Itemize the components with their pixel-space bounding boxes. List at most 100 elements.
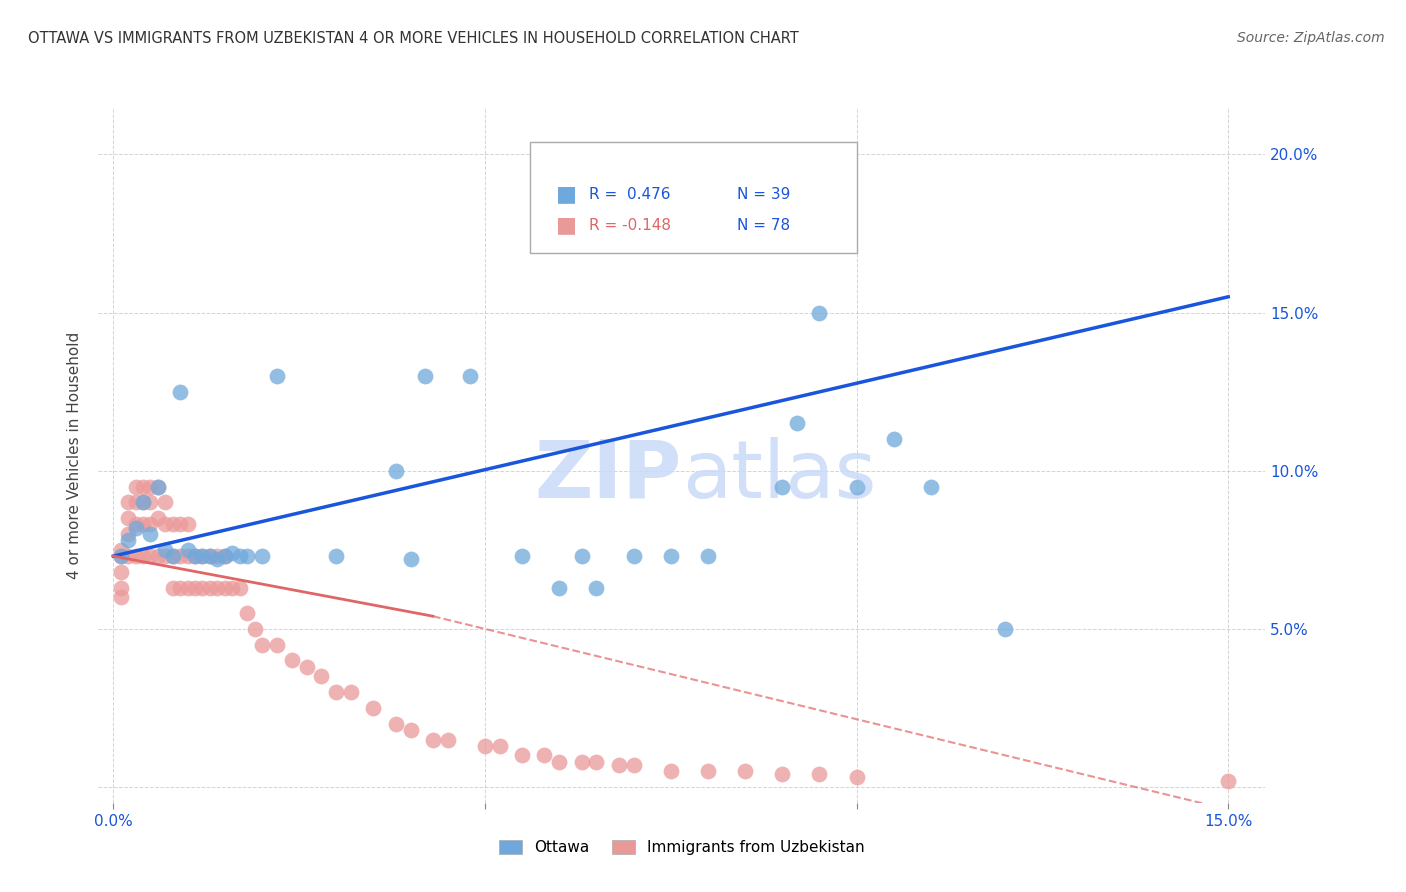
Point bbox=[415, 368, 437, 383]
Point bbox=[198, 549, 221, 563]
Point bbox=[184, 581, 207, 595]
Text: ■: ■ bbox=[555, 184, 576, 204]
Point bbox=[139, 549, 162, 563]
Point bbox=[176, 549, 198, 563]
Point bbox=[607, 757, 630, 772]
Point bbox=[250, 549, 273, 563]
Point bbox=[207, 549, 229, 563]
Point bbox=[124, 549, 146, 563]
Point bbox=[124, 479, 146, 493]
Point bbox=[228, 581, 250, 595]
Point bbox=[169, 581, 191, 595]
Point bbox=[243, 622, 266, 636]
Y-axis label: 4 or more Vehicles in Household: 4 or more Vehicles in Household bbox=[67, 331, 83, 579]
Point bbox=[571, 755, 593, 769]
Point bbox=[845, 771, 868, 785]
Point bbox=[155, 495, 177, 509]
Point bbox=[994, 622, 1017, 636]
Point bbox=[139, 495, 162, 509]
Point bbox=[198, 581, 221, 595]
Point bbox=[117, 495, 139, 509]
Point bbox=[184, 549, 207, 563]
Point bbox=[139, 527, 162, 541]
Point bbox=[162, 549, 184, 563]
Text: Source: ZipAtlas.com: Source: ZipAtlas.com bbox=[1237, 31, 1385, 45]
Point bbox=[221, 581, 243, 595]
Point bbox=[198, 549, 221, 563]
Point bbox=[155, 549, 177, 563]
Point bbox=[363, 701, 385, 715]
Point bbox=[117, 527, 139, 541]
Point bbox=[422, 732, 444, 747]
Point bbox=[191, 549, 214, 563]
Point bbox=[697, 764, 720, 779]
Point bbox=[214, 549, 236, 563]
Point bbox=[124, 517, 146, 532]
Text: R =  0.476: R = 0.476 bbox=[589, 186, 671, 202]
Point bbox=[533, 748, 555, 763]
Point bbox=[176, 542, 198, 557]
Text: ■: ■ bbox=[555, 215, 576, 235]
Point bbox=[585, 581, 607, 595]
Point bbox=[117, 533, 139, 548]
Point bbox=[132, 479, 155, 493]
Point bbox=[110, 581, 132, 595]
Point bbox=[139, 479, 162, 493]
Point bbox=[585, 755, 607, 769]
Point bbox=[169, 549, 191, 563]
Point bbox=[510, 748, 533, 763]
Point bbox=[124, 521, 146, 535]
Point bbox=[110, 591, 132, 605]
Point bbox=[146, 511, 169, 525]
Point bbox=[399, 723, 422, 737]
Point bbox=[295, 660, 318, 674]
Point bbox=[786, 417, 808, 431]
Point bbox=[808, 305, 831, 319]
Point bbox=[697, 549, 720, 563]
Point bbox=[734, 764, 756, 779]
Point bbox=[250, 638, 273, 652]
Point bbox=[474, 739, 496, 753]
Point bbox=[155, 542, 177, 557]
Point bbox=[214, 581, 236, 595]
Point bbox=[110, 549, 132, 563]
FancyBboxPatch shape bbox=[530, 142, 858, 253]
Point bbox=[117, 511, 139, 525]
Point bbox=[110, 542, 132, 557]
Point bbox=[436, 732, 458, 747]
Point bbox=[623, 757, 645, 772]
Point bbox=[659, 764, 682, 779]
Text: ZIP: ZIP bbox=[534, 437, 682, 515]
Point bbox=[1218, 773, 1240, 788]
Text: OTTAWA VS IMMIGRANTS FROM UZBEKISTAN 4 OR MORE VEHICLES IN HOUSEHOLD CORRELATION: OTTAWA VS IMMIGRANTS FROM UZBEKISTAN 4 O… bbox=[28, 31, 799, 46]
Point bbox=[770, 767, 793, 781]
Point bbox=[458, 368, 481, 383]
Point bbox=[162, 517, 184, 532]
Point bbox=[162, 549, 184, 563]
Point bbox=[266, 368, 288, 383]
Point bbox=[384, 464, 406, 478]
Point bbox=[162, 581, 184, 595]
Point bbox=[266, 638, 288, 652]
Point bbox=[236, 549, 259, 563]
Text: R = -0.148: R = -0.148 bbox=[589, 218, 671, 233]
Point bbox=[207, 581, 229, 595]
Point bbox=[325, 685, 347, 699]
Point bbox=[548, 755, 571, 769]
Point bbox=[325, 549, 347, 563]
Point bbox=[280, 653, 302, 667]
Point bbox=[808, 767, 831, 781]
Point bbox=[488, 739, 510, 753]
Point bbox=[110, 549, 132, 563]
Point bbox=[169, 517, 191, 532]
Point bbox=[124, 495, 146, 509]
Point bbox=[845, 479, 868, 493]
Text: N = 39: N = 39 bbox=[737, 186, 790, 202]
Point bbox=[132, 517, 155, 532]
Point bbox=[191, 549, 214, 563]
Point bbox=[176, 517, 198, 532]
Point bbox=[340, 685, 363, 699]
Point bbox=[132, 495, 155, 509]
Point bbox=[191, 581, 214, 595]
Point bbox=[221, 546, 243, 560]
